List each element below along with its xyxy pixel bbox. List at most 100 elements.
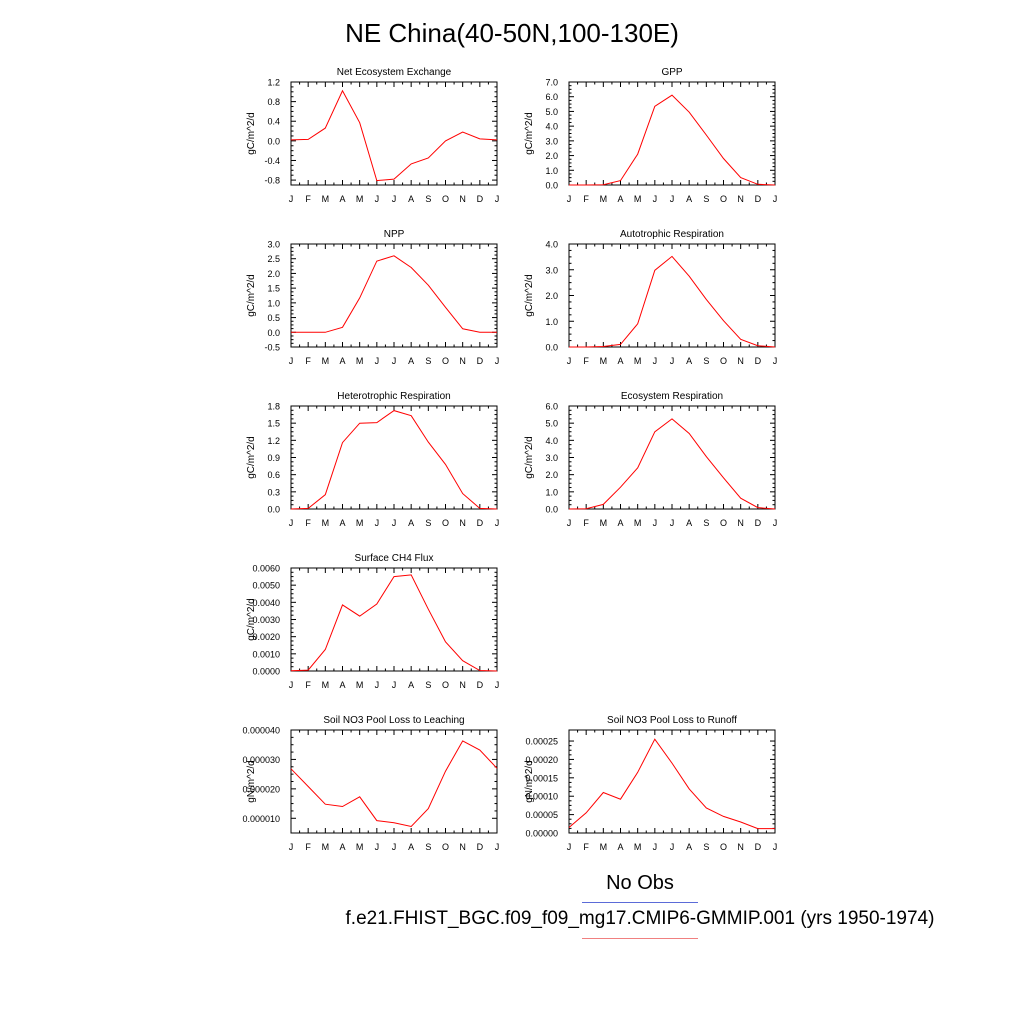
x-tick-label: O: [720, 518, 727, 528]
x-tick-label: J: [670, 518, 675, 528]
plot-frame: [568, 405, 776, 510]
y-tick-label: 4.0: [545, 122, 558, 132]
plot-frame: [290, 567, 498, 672]
y-tick-label: 0.5: [267, 313, 280, 323]
x-tick-label: F: [583, 518, 589, 528]
x-tick-label: D: [477, 842, 484, 852]
x-tick-label: F: [305, 356, 311, 366]
x-tick-label: J: [375, 842, 380, 852]
chart-panel-9: Soil NO3 Pool Loss to Runoff gN/m^2/d J F M A…: [524, 715, 777, 852]
legend-model-label: f.e21.FHIST_BGC.f09_f09_mg17.CMIP6-GMMIP…: [345, 908, 935, 929]
x-tick-label: A: [339, 194, 345, 204]
legend-obs-line: [582, 902, 698, 903]
x-tick-label: J: [495, 194, 500, 204]
panel-title: Surface CH4 Flux: [355, 553, 434, 564]
y-tick-label: 2.0: [267, 269, 280, 279]
plot-frame: [568, 729, 776, 834]
x-tick-label: J: [392, 680, 397, 690]
x-tick-label: J: [670, 356, 675, 366]
series-line: [290, 89, 498, 182]
y-axis-label: gC/m^2/d: [246, 112, 257, 155]
y-tick-label: 0.0020: [252, 632, 280, 642]
series-line: [291, 255, 497, 333]
x-tick-label: O: [442, 194, 449, 204]
x-tick-label: J: [392, 356, 397, 366]
x-tick-label: A: [339, 842, 345, 852]
x-tick-label: M: [600, 194, 608, 204]
plot-frame: [290, 729, 498, 834]
x-tick-label: A: [686, 356, 692, 366]
x-tick-label: A: [339, 680, 345, 690]
x-tick-label: J: [375, 356, 380, 366]
y-tick-label: 0.0050: [252, 581, 280, 591]
x-tick-label: J: [289, 356, 294, 366]
x-tick-label: J: [773, 194, 778, 204]
x-tick-label: J: [670, 842, 675, 852]
y-axis-label: gN/m^2/d: [524, 760, 535, 803]
x-tick-label: O: [720, 842, 727, 852]
plot-frame: [290, 405, 498, 510]
x-tick-label: F: [583, 842, 589, 852]
x-tick-label: J: [653, 356, 658, 366]
x-tick-label: S: [425, 356, 431, 366]
x-tick-label: J: [670, 194, 675, 204]
x-tick-label: A: [617, 518, 623, 528]
y-tick-label: 2.0: [545, 470, 558, 480]
x-tick-label: S: [425, 194, 431, 204]
x-tick-label: N: [737, 356, 744, 366]
x-tick-label: F: [305, 680, 311, 690]
y-tick-label: 0.0: [267, 505, 280, 515]
y-tick-label: 2.0: [545, 291, 558, 301]
y-tick-label: 5.0: [545, 107, 558, 117]
x-tick-label: N: [459, 680, 466, 690]
y-tick-label: 0.00010: [525, 792, 558, 802]
x-tick-label: M: [356, 194, 364, 204]
x-tick-label: M: [356, 356, 364, 366]
panel-title: Heterotrophic Respiration: [337, 391, 450, 402]
x-tick-label: M: [322, 356, 330, 366]
x-tick-label: S: [425, 842, 431, 852]
y-tick-label: 1.5: [267, 284, 280, 294]
panel-title: Soil NO3 Pool Loss to Runoff: [607, 715, 737, 726]
y-tick-label: 0.0000: [252, 667, 280, 677]
x-tick-label: A: [408, 356, 414, 366]
x-tick-label: M: [600, 518, 608, 528]
chart-panel-8: Soil NO3 Pool Loss to Leaching gN/m^2/d J F…: [242, 715, 499, 852]
y-tick-label: 0.0: [545, 505, 558, 515]
y-tick-label: 4.0: [545, 240, 558, 250]
x-tick-label: D: [755, 518, 762, 528]
x-tick-label: M: [356, 680, 364, 690]
y-tick-label: 0.00005: [525, 810, 558, 820]
series-line: [290, 410, 498, 510]
x-tick-label: J: [392, 518, 397, 528]
panel-title: Soil NO3 Pool Loss to Leaching: [323, 715, 464, 726]
y-axis-label: gN/m^2/d: [246, 760, 257, 803]
x-tick-label: S: [703, 194, 709, 204]
x-tick-label: J: [495, 680, 500, 690]
x-tick-label: A: [408, 842, 414, 852]
x-tick-label: S: [703, 518, 709, 528]
plot-frame: [568, 81, 776, 186]
x-tick-label: J: [495, 356, 500, 366]
x-tick-label: M: [322, 194, 330, 204]
x-tick-label: M: [634, 842, 642, 852]
x-tick-label: J: [392, 194, 397, 204]
y-tick-label: 3.0: [545, 265, 558, 275]
y-tick-label: 6.0: [545, 402, 558, 412]
plot-frame: [290, 243, 498, 348]
x-tick-label: A: [686, 842, 692, 852]
y-tick-label: 0.8: [267, 97, 280, 107]
y-axis-label: gC/m^2/d: [246, 436, 257, 479]
y-tick-label: 0.0040: [252, 598, 280, 608]
x-tick-label: S: [425, 680, 431, 690]
y-tick-label: 0.00020: [525, 755, 558, 765]
x-tick-label: N: [459, 842, 466, 852]
x-tick-label: D: [477, 356, 484, 366]
x-tick-label: J: [653, 518, 658, 528]
x-tick-label: A: [408, 518, 414, 528]
y-axis-label: gC/m^2/d: [524, 274, 535, 317]
x-tick-label: N: [737, 842, 744, 852]
